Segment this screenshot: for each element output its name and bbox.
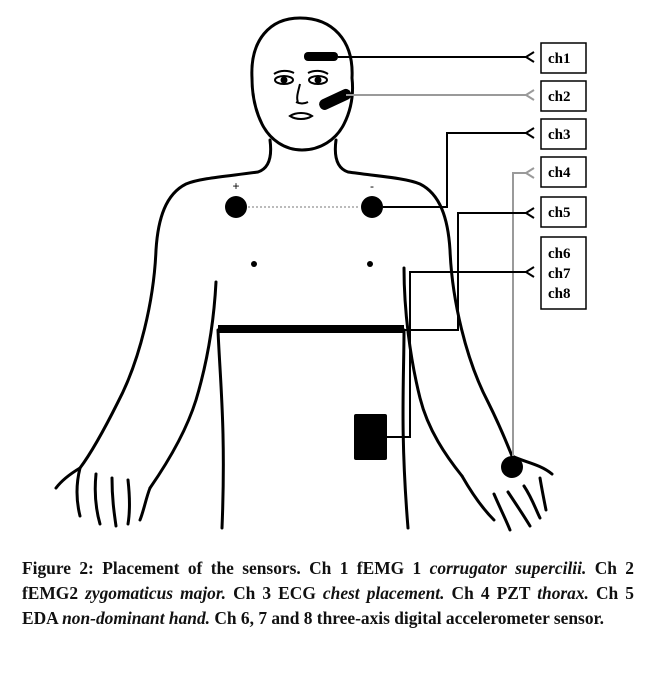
ecg-electrode-plus — [225, 196, 247, 218]
ch3-wire — [383, 132, 528, 208]
sensor-placement-figure: + - ch1 ch2 ch3 ch4 ch5 — [54, 16, 587, 532]
caption-text-6: Ch 6, 7 and 8 three-axis digital acceler… — [210, 608, 604, 628]
ch4-wire — [512, 172, 528, 456]
ch2-box — [540, 80, 587, 112]
figure-caption: Figure 2: Placement of the sensors. Ch 1… — [22, 556, 634, 631]
ecg-electrode-minus — [361, 196, 383, 218]
ch2-arrow — [524, 89, 535, 101]
caption-italic-5: non-dominant hand. — [62, 608, 210, 628]
ch6-label: ch6 — [548, 246, 571, 262]
ch4-arrow — [524, 167, 535, 179]
ch5-label: ch5 — [548, 205, 571, 221]
eda-hand-electrode — [501, 456, 523, 478]
caption-prefix: Figure 2: Placement of the sensors. Ch 1… — [22, 558, 430, 578]
pzt-thorax-belt — [218, 325, 404, 333]
caption-text-5: Ch 5 EDA — [22, 583, 634, 628]
ch5-arrow — [524, 207, 535, 219]
ch8-label: ch8 — [548, 286, 571, 302]
ecg-plus-label: + — [232, 179, 239, 193]
ch2-label: ch2 — [548, 89, 571, 105]
ch4-label: ch4 — [548, 165, 571, 181]
caption-italic-3: chest placement. — [322, 583, 445, 603]
ch1-sensor — [304, 52, 338, 61]
caption-italic-4: thorax. — [537, 583, 589, 603]
caption-italic-1: corrugator supercilii. — [429, 558, 587, 578]
ch1-label: ch1 — [548, 51, 571, 67]
caption-italic-2: zygomaticus major. — [85, 583, 227, 603]
accelerometer-sensor — [354, 414, 387, 460]
ch3-arrow — [524, 127, 535, 139]
body-outline — [54, 16, 554, 532]
caption-text-2: Ch 2 fEMG2 — [22, 558, 635, 603]
ch5-box — [540, 196, 587, 228]
ch678-arrow — [524, 266, 535, 278]
ch3-label: ch3 — [548, 127, 571, 143]
ch4-box — [540, 156, 587, 188]
ch7-label: ch7 — [548, 266, 571, 282]
ch1-box — [540, 42, 587, 74]
right-nipple — [367, 261, 373, 267]
left-nipple — [251, 261, 257, 267]
caption-text-4: Ch 4 PZT — [444, 583, 538, 603]
face-features — [273, 69, 329, 120]
ecg-minus-label: - — [370, 179, 374, 193]
ch3-box — [540, 118, 587, 150]
ch678-box — [540, 236, 587, 310]
ch678-wire — [387, 271, 528, 438]
ch2-sensor — [319, 88, 352, 110]
caption-text-3: Ch 3 ECG — [226, 583, 323, 603]
ch1-arrow — [524, 51, 535, 63]
